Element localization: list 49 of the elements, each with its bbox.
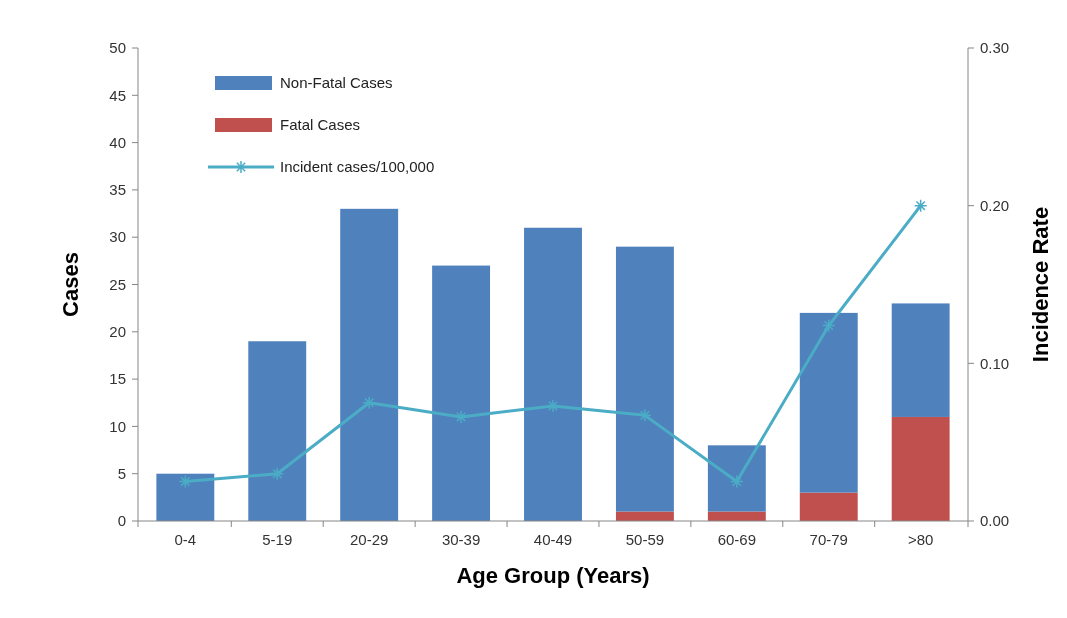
legend-label: Incident cases/100,000 — [280, 158, 435, 176]
bar — [432, 265, 491, 521]
x-tick-label: 20-29 — [349, 531, 389, 548]
x-tick-label: 60-69 — [717, 531, 757, 548]
y-tick-label: 20 — [109, 323, 126, 341]
point — [822, 318, 836, 333]
x-tick-label: 5-19 — [262, 531, 293, 548]
point — [454, 410, 468, 424]
point — [913, 198, 928, 213]
point — [362, 396, 376, 410]
legend-label: Non-Fatal Cases — [280, 74, 393, 92]
x-tick-label: 70-79 — [809, 531, 848, 548]
y-tick-label: 40 — [109, 133, 126, 151]
y-tick-label: 10 — [109, 417, 126, 435]
point — [730, 474, 744, 489]
x-tick-label: 30-39 — [441, 531, 481, 548]
y-tick-label: 35 — [109, 181, 126, 199]
bar — [891, 416, 950, 521]
y-tick-label: 50 — [109, 39, 126, 57]
point — [546, 399, 560, 413]
y-tick-label: 30 — [109, 228, 126, 246]
legend-label: Fatal Cases — [280, 116, 361, 134]
x-tick-label: >80 — [907, 531, 934, 548]
y-tick-label: 15 — [109, 370, 126, 388]
point — [270, 466, 284, 481]
bar — [248, 341, 307, 521]
y-tick-label: 0 — [117, 512, 126, 530]
y2-axis-title: Incidence Rate — [1028, 206, 1053, 363]
y-axis-title: Cases — [58, 252, 83, 317]
y2-tick-label: 0.20 — [980, 196, 1010, 214]
bar — [156, 473, 215, 521]
y2-tick-label: 0.00 — [980, 512, 1010, 530]
x-axis-title: Age Group (Years) — [456, 563, 650, 588]
point — [638, 408, 652, 423]
y-tick-label: 45 — [109, 86, 126, 104]
bar — [524, 227, 582, 521]
bar — [707, 445, 766, 512]
bar — [891, 303, 950, 417]
bar — [340, 208, 399, 521]
y-tick-label: 5 — [117, 464, 126, 482]
bar — [799, 492, 858, 521]
x-tick-label: 0-4 — [174, 531, 197, 548]
y-tick-label: 25 — [109, 275, 126, 293]
x-tick-label: 40-49 — [533, 531, 573, 548]
bar — [615, 246, 674, 512]
y2-tick-label: 0.10 — [980, 354, 1010, 372]
bar — [799, 312, 858, 493]
x-tick-label: 50-59 — [625, 531, 665, 548]
y2-tick-label: 0.30 — [980, 39, 1010, 57]
